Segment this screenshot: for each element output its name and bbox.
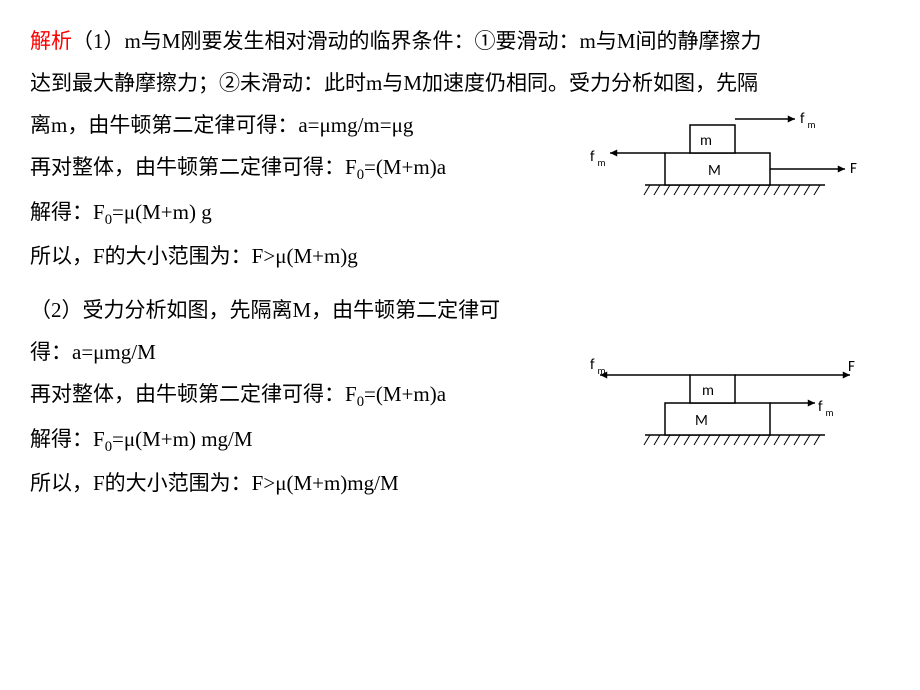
free-body-diagram-2: mMFfmfm bbox=[590, 355, 880, 455]
paragraph-1-line-6: 所以，F的大小范围为：F>μ(M+m)g bbox=[30, 235, 570, 277]
paragraph-2-line-2: 得：a=μmg/M bbox=[30, 331, 570, 373]
svg-text:m: m bbox=[598, 364, 606, 377]
paragraph-1-line-3: 离m，由牛顿第二定律可得：a=μmg/m=μg bbox=[30, 104, 570, 146]
p1-l1-text: （1）m与M刚要发生相对滑动的临界条件：①要滑动：m与M间的静摩擦力 bbox=[72, 29, 762, 53]
free-body-diagram-1: mMfmFfm bbox=[590, 105, 880, 205]
svg-text:f: f bbox=[590, 356, 595, 374]
paragraph-1-line-1: 解析（1）m与M刚要发生相对滑动的临界条件：①要滑动：m与M间的静摩擦力 bbox=[30, 20, 890, 62]
svg-text:f: f bbox=[800, 110, 805, 128]
svg-text:F: F bbox=[850, 160, 857, 178]
diagram-2-svg: mMFfmfm bbox=[590, 355, 880, 455]
svg-text:f: f bbox=[818, 398, 823, 416]
paragraph-2-line-3: 再对整体，由牛顿第二定律可得：F0=(M+m)a bbox=[30, 373, 570, 418]
svg-text:M: M bbox=[695, 412, 708, 430]
svg-text:m: m bbox=[826, 406, 834, 419]
svg-text:m: m bbox=[598, 156, 606, 169]
svg-text:m: m bbox=[700, 132, 712, 150]
diagram-1-svg: mMfmFfm bbox=[590, 105, 880, 205]
paragraph-2-line-4: 解得：F0=μ(M+m) mg/M bbox=[30, 418, 570, 463]
paragraph-2-line-5: 所以，F的大小范围为：F>μ(M+m)mg/M bbox=[30, 462, 570, 504]
paragraph-2-line-1: （2）受力分析如图，先隔离M，由牛顿第二定律可 bbox=[30, 289, 570, 331]
svg-text:m: m bbox=[702, 382, 714, 400]
svg-text:f: f bbox=[590, 148, 595, 166]
svg-text:m: m bbox=[808, 118, 816, 131]
analysis-label: 解析 bbox=[30, 29, 72, 53]
paragraph-1-line-4: 再对整体，由牛顿第二定律可得：F0=(M+m)a bbox=[30, 146, 570, 191]
paragraph-1-line-5: 解得：F0=μ(M+m) g bbox=[30, 191, 570, 236]
svg-text:F: F bbox=[848, 358, 855, 376]
svg-text:M: M bbox=[708, 162, 721, 180]
paragraph-1-line-2: 达到最大静摩擦力；②未滑动：此时m与M加速度仍相同。受力分析如图，先隔 bbox=[30, 62, 890, 104]
